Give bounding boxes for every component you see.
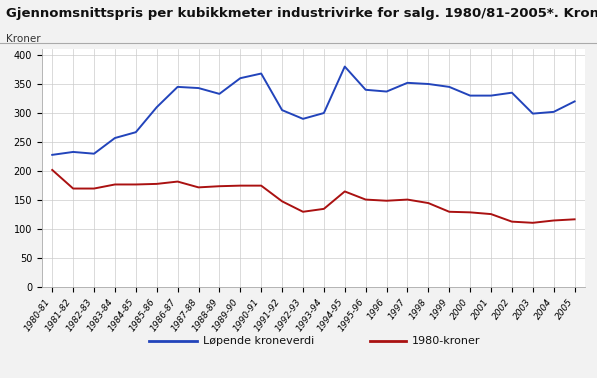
1980-kroner xyxy=(445,209,453,214)
Text: Løpende kroneverdi: Løpende kroneverdi xyxy=(203,336,314,345)
Text: Gjennomsnittspris per kubikkmeter industrivirke for salg. 1980/81-2005*. Kroner: Gjennomsnittspris per kubikkmeter indust… xyxy=(6,7,597,20)
Løpende kroneverdi xyxy=(49,153,56,157)
Løpende kroneverdi xyxy=(133,130,140,135)
Løpende kroneverdi xyxy=(195,86,202,90)
1980-kroner xyxy=(362,197,369,202)
Løpende kroneverdi xyxy=(362,88,369,92)
Løpende kroneverdi xyxy=(153,105,160,110)
1980-kroner xyxy=(236,183,244,188)
Løpende kroneverdi xyxy=(216,91,223,96)
1980-kroner xyxy=(509,219,516,224)
Løpende kroneverdi xyxy=(258,71,265,76)
Løpende kroneverdi xyxy=(550,110,558,114)
Løpende kroneverdi xyxy=(571,99,578,104)
1980-kroner xyxy=(133,182,140,187)
Løpende kroneverdi xyxy=(320,111,327,115)
Løpende kroneverdi xyxy=(487,93,494,98)
1980-kroner xyxy=(258,183,265,188)
1980-kroner xyxy=(300,209,307,214)
Løpende kroneverdi xyxy=(467,93,474,98)
1980-kroner xyxy=(341,189,349,194)
Line: 1980-kroner: 1980-kroner xyxy=(53,170,574,223)
Løpende kroneverdi xyxy=(529,112,536,116)
1980-kroner xyxy=(487,212,494,216)
Løpende kroneverdi xyxy=(69,150,76,154)
Løpende kroneverdi xyxy=(509,90,516,95)
1980-kroner xyxy=(320,207,327,211)
Løpende kroneverdi xyxy=(236,76,244,81)
1980-kroner xyxy=(571,217,578,222)
Løpende kroneverdi xyxy=(112,136,119,140)
1980-kroner xyxy=(112,182,119,187)
1980-kroner xyxy=(91,186,98,191)
Løpende kroneverdi xyxy=(404,81,411,85)
Text: Kroner: Kroner xyxy=(6,34,41,45)
1980-kroner xyxy=(383,198,390,203)
Løpende kroneverdi xyxy=(425,82,432,86)
1980-kroner xyxy=(425,201,432,205)
1980-kroner xyxy=(404,197,411,202)
Text: 1980-kroner: 1980-kroner xyxy=(412,336,481,345)
1980-kroner xyxy=(216,184,223,189)
1980-kroner xyxy=(195,185,202,190)
Løpende kroneverdi xyxy=(278,108,285,112)
1980-kroner xyxy=(153,181,160,186)
Løpende kroneverdi xyxy=(341,64,349,69)
Løpende kroneverdi xyxy=(383,89,390,94)
1980-kroner xyxy=(174,179,181,184)
Løpende kroneverdi xyxy=(300,116,307,121)
Løpende kroneverdi xyxy=(91,152,98,156)
1980-kroner xyxy=(529,220,536,225)
1980-kroner xyxy=(49,168,56,172)
Løpende kroneverdi xyxy=(174,85,181,89)
Line: Løpende kroneverdi: Løpende kroneverdi xyxy=(53,67,574,155)
1980-kroner xyxy=(467,210,474,215)
1980-kroner xyxy=(69,186,76,191)
1980-kroner xyxy=(550,218,558,223)
1980-kroner xyxy=(278,199,285,204)
Løpende kroneverdi xyxy=(445,85,453,89)
